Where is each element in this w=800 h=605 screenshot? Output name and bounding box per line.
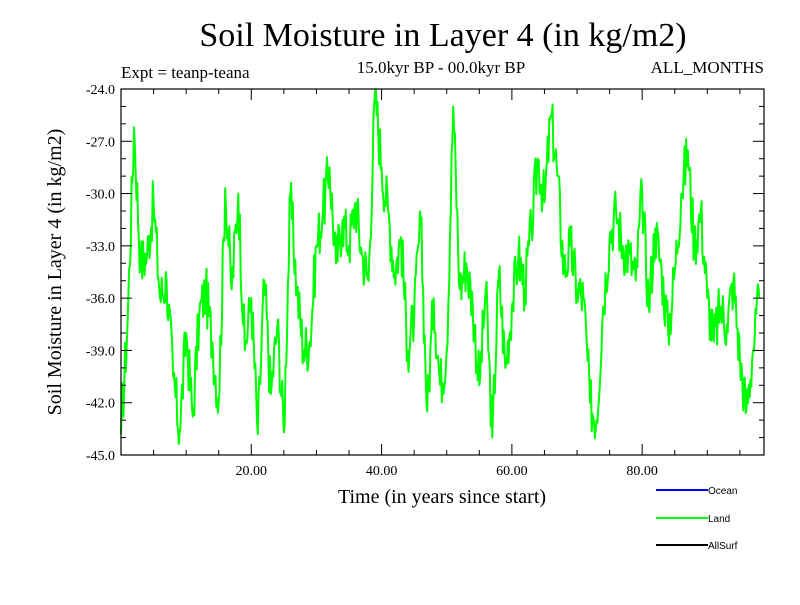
legend-label-allsurf: AllSurf [708,541,738,552]
legend-label-ocean: Ocean [708,486,737,497]
x-tick-label: 40.00 [366,464,398,479]
legend-item-allsurf: AllSurf [656,541,738,552]
chart-title: Soil Moisture in Layer 4 (in kg/m2) [199,17,686,54]
y-tick-label: -27.0 [86,135,115,150]
y-tick-label: -45.0 [86,449,115,464]
y-tick-label: -36.0 [86,292,115,307]
series-layer [120,88,761,445]
y-tick-label: -33.0 [86,240,115,255]
y-tick-label: -42.0 [86,397,115,412]
x-tick-label: 20.00 [236,464,268,479]
experiment-label: Expt = teanp-teana [121,63,250,82]
y-tick-label: -30.0 [86,188,115,203]
months-label: ALL_MONTHS [651,58,764,77]
time-range-label: 15.0kyr BP - 00.0kyr BP [357,58,525,77]
y-tick-label: -24.0 [86,83,115,98]
y-axis: -24.0 -27.0 -30.0 -33.0 -36.0 -39.0 -42.0 -45.0 [86,83,764,464]
series-line-land [120,88,761,445]
y-tick-label: -39.0 [86,344,115,359]
legend: Ocean Land AllSurf [656,486,738,552]
legend-label-land: Land [708,514,730,525]
plot-frame [120,88,765,456]
legend-item-land: Land [656,514,730,525]
y-axis-label: Soil Moisture in Layer 4 (in kg/m2) [44,129,66,416]
x-tick-label: 80.00 [626,464,658,479]
x-tick-label: 60.00 [496,464,528,479]
x-axis-label: Time (in years since start) [338,486,546,508]
x-axis: 20.00 40.00 60.00 80.00 [153,89,741,479]
legend-item-ocean: Ocean [656,486,737,497]
